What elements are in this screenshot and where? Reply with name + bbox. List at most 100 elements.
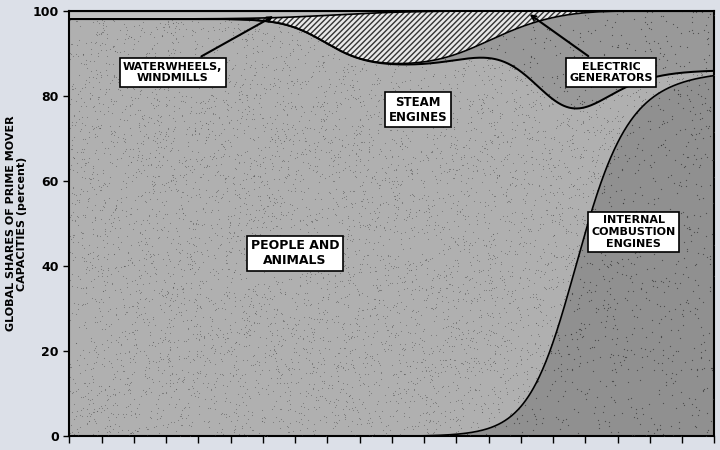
Point [135,288,147,295]
Point [79,122,91,129]
Point [464,360,475,367]
Point [598,275,610,282]
Point [271,280,283,288]
Point [282,406,294,414]
Point [146,177,158,184]
Point [395,298,407,305]
Point [361,235,372,243]
Point [578,216,590,223]
Point [693,163,705,170]
Point [303,206,315,213]
Point [194,76,205,83]
Point [446,140,457,147]
Point [347,236,359,243]
Point [96,298,108,306]
Point [625,404,636,411]
Point [406,279,418,286]
Point [569,191,580,198]
Point [410,322,422,329]
Point [109,287,121,294]
Point [115,198,127,205]
Point [230,353,242,360]
Point [456,70,468,77]
Point [634,93,645,100]
Point [64,49,76,56]
Point [235,119,246,126]
Point [302,184,314,192]
Point [133,425,145,432]
Point [402,257,414,265]
Point [232,366,243,373]
Point [251,224,263,231]
Point [257,213,269,220]
Point [328,177,340,184]
Point [562,168,574,176]
Point [346,356,358,364]
Point [364,225,375,232]
Point [428,429,440,436]
Point [563,204,575,212]
Point [597,141,608,149]
Point [205,222,217,229]
Point [130,413,142,420]
Point [336,142,348,149]
Point [405,245,416,252]
Point [176,283,187,290]
Point [76,185,87,192]
Point [179,163,190,170]
Point [133,256,145,264]
Point [246,34,258,41]
Point [657,359,668,366]
Point [198,361,210,369]
Point [102,273,113,280]
Point [170,224,181,231]
Point [184,265,196,272]
Point [110,263,122,270]
Point [316,213,328,220]
Point [420,393,432,400]
Point [555,302,567,309]
Point [291,41,302,48]
Point [456,360,467,367]
Point [629,414,640,421]
Point [368,367,379,374]
Point [261,30,272,37]
Point [204,405,216,412]
Point [691,72,703,79]
Point [433,270,444,278]
Point [475,45,487,52]
Point [84,74,95,81]
Point [260,63,271,71]
Point [572,430,584,437]
Point [176,246,188,253]
Point [78,99,90,106]
Point [176,65,187,72]
Point [221,329,233,336]
Point [257,154,269,162]
Point [346,203,358,211]
Point [297,130,308,137]
Point [70,217,81,224]
Point [202,295,214,302]
Point [279,251,290,258]
Point [451,364,462,372]
Point [556,189,567,196]
Point [546,73,558,81]
Point [283,64,294,71]
Point [350,432,361,439]
Point [238,199,250,207]
Point [595,126,607,133]
Point [561,342,572,350]
Point [393,357,405,364]
Point [334,359,346,366]
Point [506,126,518,133]
Point [522,283,534,290]
Point [215,194,227,202]
Point [358,191,369,198]
Point [289,184,301,192]
Point [143,342,155,349]
Point [656,366,667,373]
Point [500,237,512,244]
Point [514,353,526,360]
Point [222,334,234,342]
